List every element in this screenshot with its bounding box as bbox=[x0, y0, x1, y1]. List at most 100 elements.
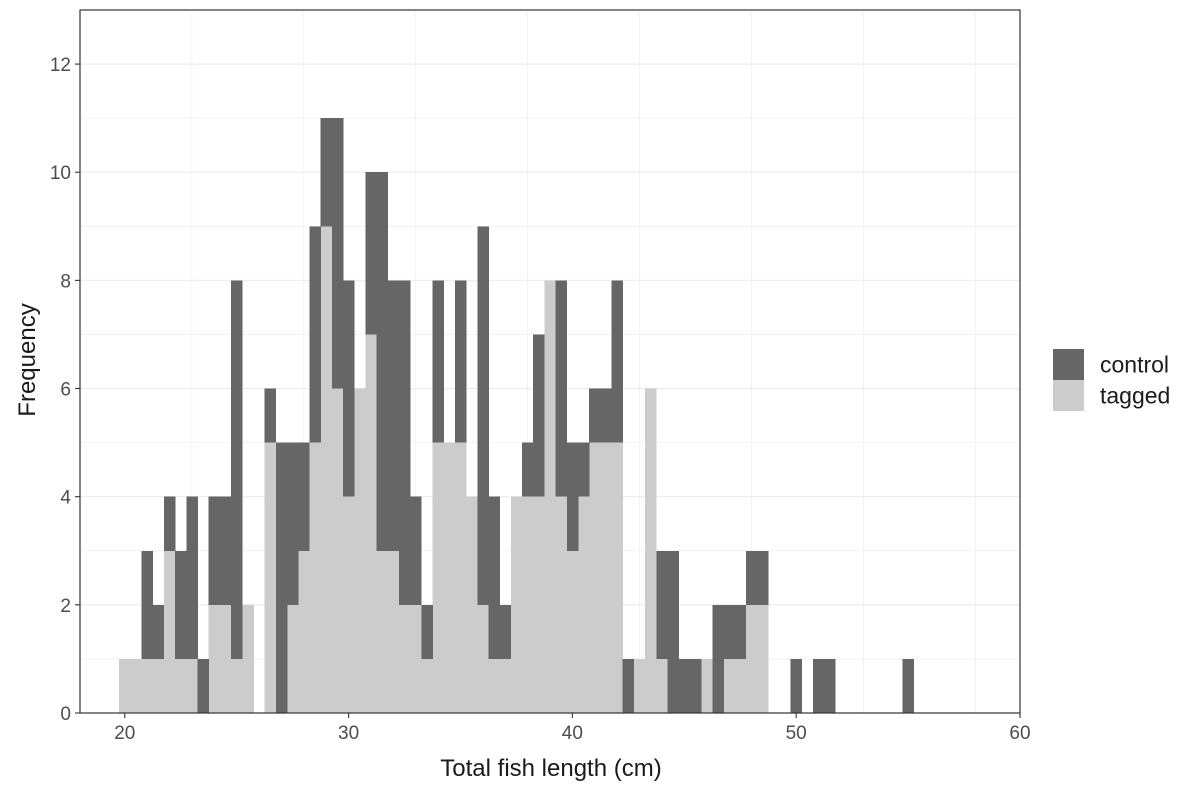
bar-control bbox=[152, 604, 165, 659]
bar-control bbox=[376, 172, 389, 551]
bar-control bbox=[790, 658, 803, 713]
bar-tagged bbox=[287, 604, 299, 713]
bar-tagged bbox=[208, 604, 221, 713]
bar-tagged bbox=[522, 496, 534, 713]
bar-control bbox=[656, 550, 668, 659]
bar-tagged bbox=[510, 496, 523, 713]
y-tick-label: 0 bbox=[60, 704, 71, 725]
bar-tagged bbox=[410, 604, 422, 713]
legend: control tagged bbox=[1053, 349, 1170, 411]
bar-control bbox=[331, 118, 344, 389]
bar-tagged bbox=[566, 550, 579, 713]
bar-tagged bbox=[242, 604, 254, 713]
bar-tagged bbox=[466, 496, 478, 713]
bar-tagged bbox=[331, 388, 344, 713]
bar-control bbox=[824, 658, 836, 713]
bar-control bbox=[342, 280, 355, 497]
bar-tagged bbox=[421, 658, 433, 713]
bar-tagged bbox=[454, 442, 467, 713]
bar-control bbox=[499, 604, 512, 659]
bar-control bbox=[365, 172, 377, 335]
bar-control bbox=[298, 442, 310, 551]
bar-tagged bbox=[589, 442, 601, 713]
bar-control bbox=[208, 496, 221, 605]
bar-tagged bbox=[175, 658, 187, 713]
bar-tagged bbox=[645, 388, 657, 713]
bar-tagged bbox=[298, 550, 310, 713]
bar-control bbox=[600, 388, 612, 443]
bar-tagged bbox=[577, 496, 590, 713]
bar-control bbox=[219, 496, 232, 605]
x-tick-label: 30 bbox=[338, 723, 359, 744]
bar-control bbox=[689, 658, 702, 713]
bar-tagged bbox=[152, 658, 165, 713]
y-tick-label: 12 bbox=[50, 55, 71, 76]
bar-tagged bbox=[488, 658, 500, 713]
bar-control bbox=[264, 388, 277, 443]
bar-tagged bbox=[354, 388, 366, 713]
bar-control bbox=[566, 442, 579, 551]
bar-tagged bbox=[387, 550, 400, 713]
bar-control bbox=[309, 226, 321, 443]
bar-tagged bbox=[555, 496, 568, 713]
bar-control bbox=[757, 550, 769, 605]
bar-control bbox=[175, 550, 187, 659]
bar-control bbox=[432, 280, 444, 443]
y-tick-label: 10 bbox=[50, 163, 71, 184]
bar-tagged bbox=[432, 442, 444, 713]
x-tick-label: 20 bbox=[114, 723, 135, 744]
bar-tagged bbox=[320, 226, 333, 714]
y-tick-label: 2 bbox=[60, 596, 71, 617]
bar-tagged bbox=[186, 658, 198, 713]
bar-tagged bbox=[600, 442, 612, 713]
bar-control bbox=[723, 604, 735, 659]
bar-control bbox=[745, 550, 758, 605]
bar-tagged bbox=[656, 658, 668, 713]
bar-control bbox=[387, 280, 400, 551]
legend-label-tagged: tagged bbox=[1100, 383, 1170, 409]
bar-control bbox=[522, 442, 534, 497]
bar-tagged bbox=[633, 658, 646, 713]
bar-tagged bbox=[398, 604, 411, 713]
bar-tagged bbox=[701, 658, 713, 713]
bar-control bbox=[320, 118, 333, 227]
bar-tagged bbox=[376, 550, 389, 713]
x-tick-label: 60 bbox=[1009, 723, 1030, 744]
x-axis-title: Total fish length (cm) bbox=[440, 755, 661, 782]
histogram-bars bbox=[119, 118, 914, 714]
bar-control bbox=[197, 658, 209, 713]
legend-label-control: control bbox=[1100, 352, 1169, 378]
bar-control bbox=[186, 496, 198, 659]
bar-control bbox=[454, 280, 467, 443]
legend-key-control bbox=[1053, 349, 1084, 380]
bar-control bbox=[611, 280, 624, 443]
bar-control bbox=[734, 604, 747, 659]
bar-tagged bbox=[130, 658, 142, 713]
legend-key-tagged bbox=[1053, 380, 1084, 411]
bar-control bbox=[231, 280, 243, 659]
y-tick-label: 6 bbox=[60, 380, 71, 401]
bar-tagged bbox=[533, 496, 545, 713]
bar-control bbox=[163, 496, 176, 551]
bar-tagged bbox=[757, 604, 769, 713]
bar-control bbox=[477, 226, 489, 605]
bar-tagged bbox=[477, 604, 489, 713]
bar-control bbox=[555, 280, 568, 497]
bar-control bbox=[287, 442, 299, 605]
bar-control bbox=[421, 604, 433, 659]
bar-tagged bbox=[309, 442, 321, 713]
bar-tagged bbox=[219, 604, 232, 713]
x-tick-label: 40 bbox=[562, 723, 583, 744]
bar-tagged bbox=[231, 658, 243, 713]
bar-control bbox=[712, 604, 724, 713]
bar-control bbox=[275, 442, 288, 713]
bar-control bbox=[488, 496, 500, 659]
bar-tagged bbox=[342, 496, 355, 713]
bar-tagged bbox=[443, 442, 456, 713]
bar-control bbox=[533, 334, 545, 497]
bar-control bbox=[410, 496, 422, 605]
bar-control bbox=[398, 280, 411, 605]
y-tick-label: 4 bbox=[60, 488, 71, 509]
bar-tagged bbox=[611, 442, 624, 713]
